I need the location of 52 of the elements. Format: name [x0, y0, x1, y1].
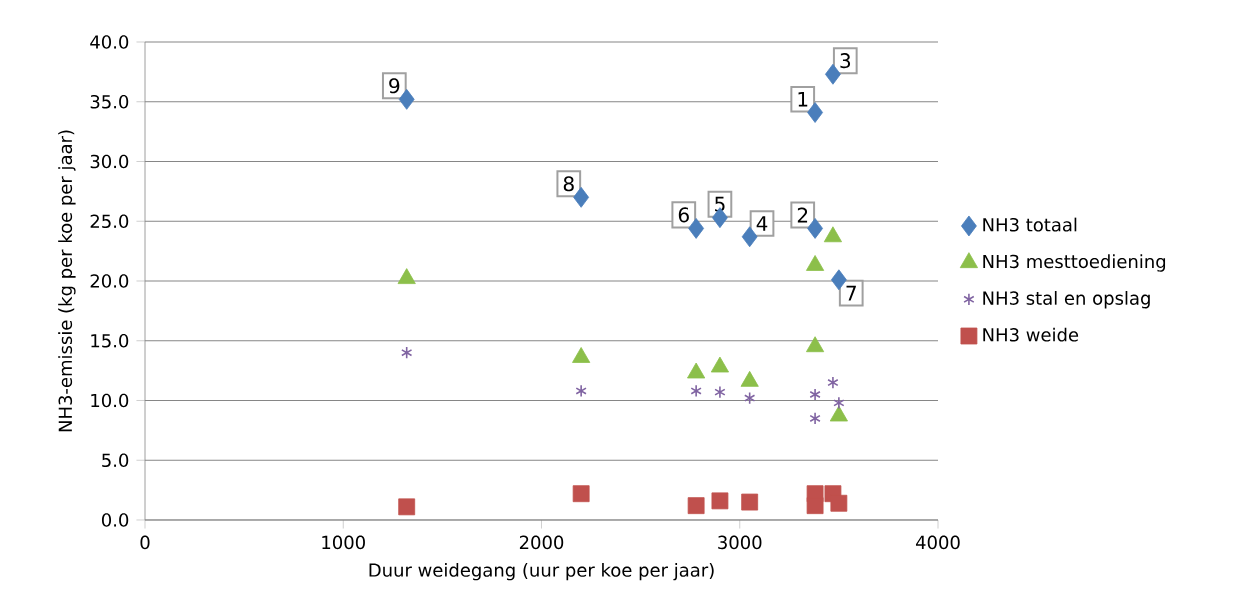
legend-label: NH3 totaal	[983, 217, 1077, 232]
x-tick-label: 3000	[718, 535, 762, 550]
annotation: 7	[846, 285, 856, 301]
legend-label: NH3 weide	[983, 327, 1079, 342]
annotation: 1	[798, 91, 808, 107]
y-tick-label: 15.0	[91, 333, 129, 348]
point	[806, 497, 824, 515]
point	[711, 492, 729, 510]
x-tick-label: 2000	[519, 535, 564, 550]
point	[741, 493, 759, 511]
point	[833, 396, 845, 410]
legend-label: NH3 stal en opslag	[983, 290, 1150, 309]
y-axis-title: NH3-emissie (kg per koe per jaar)	[58, 130, 76, 432]
annotation: 4	[756, 216, 768, 231]
point	[744, 391, 756, 405]
x-tick-label: 4000	[915, 535, 960, 550]
x-tick-label: 0	[140, 535, 150, 550]
annotation: 3	[840, 53, 851, 69]
point	[741, 226, 758, 248]
point	[807, 218, 823, 239]
point	[573, 186, 590, 208]
annotation: 2	[797, 207, 808, 223]
point	[830, 494, 848, 512]
point	[809, 412, 821, 425]
y-tick-label: 10.0	[91, 393, 129, 408]
point	[572, 485, 590, 503]
point	[807, 102, 823, 123]
y-tick-label: 40.0	[90, 35, 129, 49]
point	[575, 384, 587, 398]
point	[830, 269, 847, 291]
point	[714, 385, 726, 399]
y-tick-label: 30.0	[90, 154, 129, 169]
point	[398, 498, 416, 516]
y-tick-label: 35.0	[90, 94, 129, 109]
annotation: 8	[563, 176, 574, 192]
x-tick-label: 1000	[322, 535, 365, 550]
point	[687, 497, 705, 515]
point	[825, 63, 841, 85]
point	[827, 376, 839, 389]
annotation: 6	[678, 207, 689, 223]
annotation: 9	[389, 78, 400, 94]
x-axis-title: Duur weidegang (uur per koe per jaar)	[369, 562, 714, 581]
y-tick-label: 5.0	[102, 453, 129, 468]
y-tick-label: 20.0	[90, 274, 129, 288]
point	[690, 384, 702, 398]
point	[398, 88, 415, 110]
y-tick-label: 25.0	[90, 214, 129, 229]
point	[688, 218, 705, 239]
point	[401, 346, 413, 360]
legend-label: NH3 mesttoediening	[983, 254, 1166, 272]
y-tick-label: 0.0	[101, 513, 129, 527]
point	[809, 388, 821, 401]
